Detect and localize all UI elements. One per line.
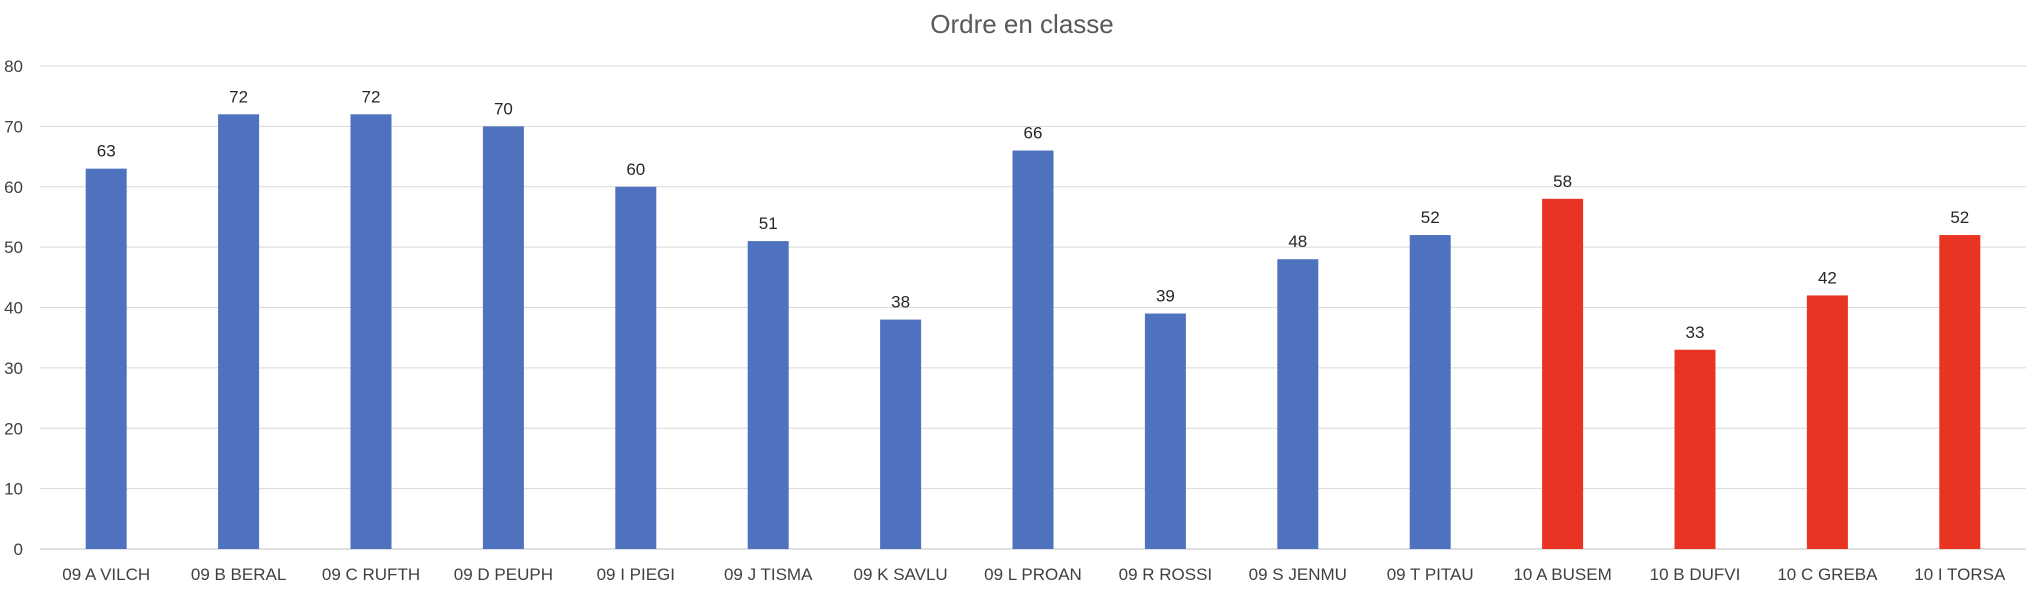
data-label: 52 bbox=[1421, 208, 1440, 227]
bar bbox=[1939, 235, 1981, 550]
y-tick-label: 80 bbox=[4, 57, 23, 76]
x-axis-categories: 09 A VILCH 09 B BERAL 09 C RUFTH 09 D PEUPH… bbox=[62, 565, 2006, 584]
x-category-label: 10 I TORSA bbox=[1914, 565, 2006, 584]
bar bbox=[1144, 313, 1186, 549]
data-label: 51 bbox=[759, 214, 778, 233]
x-category-label: 09 I PIEGI bbox=[597, 565, 675, 584]
y-tick-label: 70 bbox=[4, 117, 23, 136]
x-category-label: 09 B BERAL bbox=[191, 565, 286, 584]
bar bbox=[880, 319, 922, 549]
y-tick-label: 0 bbox=[14, 540, 23, 559]
bar bbox=[615, 186, 657, 549]
x-category-label: 09 R ROSSI bbox=[1119, 565, 1213, 584]
bar bbox=[1674, 349, 1716, 549]
data-label: 66 bbox=[1024, 124, 1043, 143]
y-tick-label: 40 bbox=[4, 299, 23, 318]
bar bbox=[1806, 295, 1848, 549]
y-axis-ticks: 0 10 20 30 40 50 60 70 80 bbox=[4, 57, 23, 559]
data-label: 33 bbox=[1686, 323, 1705, 342]
x-category-label: 09 D PEUPH bbox=[454, 565, 553, 584]
x-category-label: 09 L PROAN bbox=[984, 565, 1082, 584]
bar bbox=[482, 126, 524, 549]
bar bbox=[1277, 259, 1319, 549]
bar bbox=[1542, 198, 1584, 549]
data-label: 58 bbox=[1553, 172, 1572, 191]
y-tick-label: 20 bbox=[4, 419, 23, 438]
x-category-label: 09 C RUFTH bbox=[322, 565, 420, 584]
data-label: 70 bbox=[494, 99, 513, 118]
data-label: 63 bbox=[97, 142, 116, 161]
data-label: 39 bbox=[1156, 287, 1175, 306]
data-label: 52 bbox=[1950, 208, 1969, 227]
x-category-label: 09 S JENMU bbox=[1249, 565, 1347, 584]
chart-title: Ordre en classe bbox=[930, 9, 1114, 39]
data-labels: 63 72 72 70 60 51 38 66 39 48 52 58 33 42 52 bbox=[97, 87, 1970, 341]
bar bbox=[1409, 235, 1451, 550]
bar bbox=[1012, 150, 1054, 549]
data-label: 38 bbox=[891, 293, 910, 312]
y-tick-label: 30 bbox=[4, 359, 23, 378]
data-label: 42 bbox=[1818, 268, 1837, 287]
x-category-label: 09 K SAVLU bbox=[854, 565, 948, 584]
data-label: 72 bbox=[229, 87, 248, 106]
data-label: 48 bbox=[1288, 232, 1307, 251]
x-category-label: 10 B DUFVI bbox=[1650, 565, 1741, 584]
x-category-label: 09 A VILCH bbox=[62, 565, 150, 584]
bar bbox=[350, 114, 392, 550]
bar bbox=[218, 114, 260, 550]
y-tick-label: 10 bbox=[4, 480, 23, 499]
data-label: 72 bbox=[362, 87, 381, 106]
bar bbox=[85, 168, 127, 549]
x-category-label: 10 A BUSEM bbox=[1513, 565, 1611, 584]
x-category-label: 10 C GREBA bbox=[1777, 565, 1878, 584]
y-tick-label: 50 bbox=[4, 238, 23, 257]
bars bbox=[85, 114, 1981, 550]
data-label: 60 bbox=[626, 160, 645, 179]
bar bbox=[747, 241, 789, 549]
x-category-label: 09 T PITAU bbox=[1387, 565, 1474, 584]
y-tick-label: 60 bbox=[4, 178, 23, 197]
x-category-label: 09 J TISMA bbox=[724, 565, 813, 584]
